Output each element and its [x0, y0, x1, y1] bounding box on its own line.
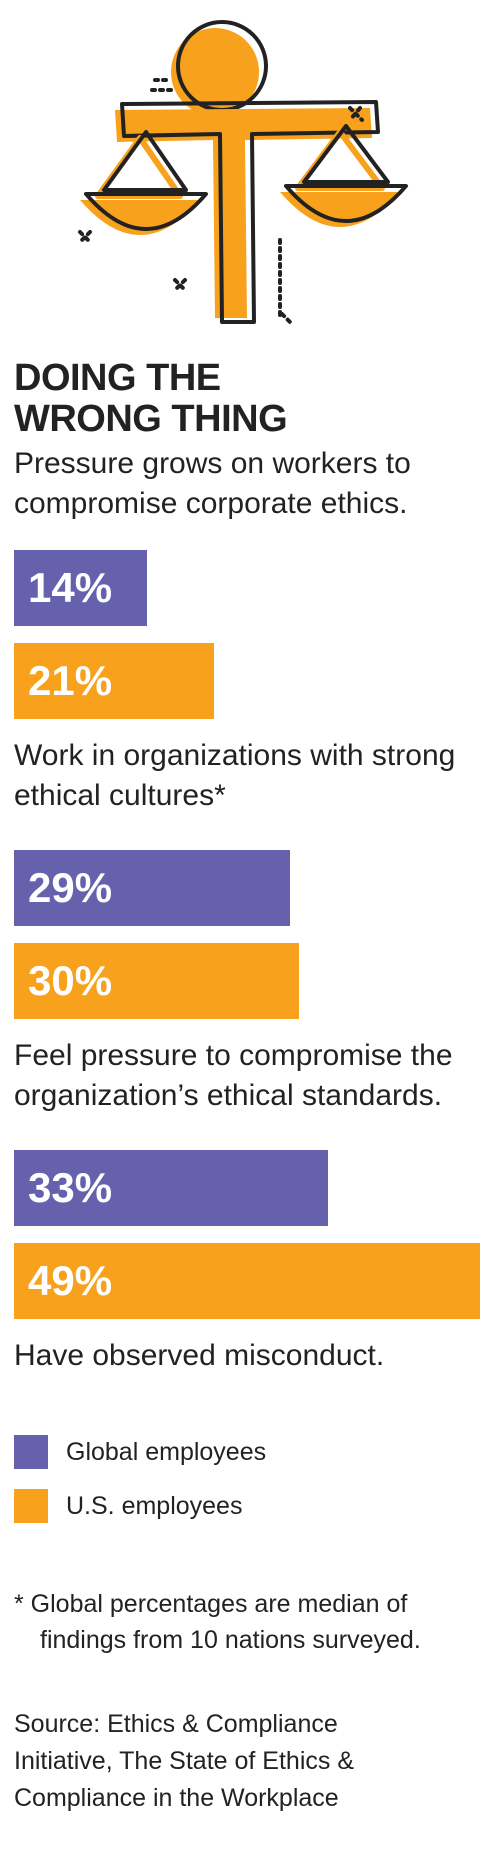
bar-group: 33% 49% Have observed misconduct.	[14, 1150, 480, 1376]
legend-swatch	[14, 1489, 48, 1523]
source: Source: Ethics & Compliance Initiative, …	[14, 1710, 354, 1812]
value-label: 49%	[28, 1257, 113, 1304]
category-label: Have observed misconduct.	[14, 1339, 385, 1372]
legend-label: Global employees	[66, 1437, 267, 1466]
chart-subtitle: Pressure grows on workers to compromise …	[14, 447, 411, 520]
category-label: Feel pressure to compromise the organiza…	[14, 1039, 453, 1112]
bar-group: 29% 30% Feel pressure to compromise the or…	[14, 850, 480, 1116]
illustration	[78, 20, 408, 326]
bar: 49%	[14, 1243, 480, 1319]
bar-groups: 14% 21% Work in organizations with strong …	[14, 550, 480, 1376]
legend-label: U.S. employees	[66, 1491, 243, 1520]
value-label: 33%	[28, 1164, 113, 1211]
value-label: 29%	[28, 864, 113, 911]
bar: 21%	[14, 643, 214, 719]
chart-title: DOING THE WRONG THING	[14, 357, 288, 440]
bar: 29%	[14, 850, 290, 926]
bar: 33%	[14, 1150, 328, 1226]
value-label: 21%	[28, 657, 113, 704]
category-label: Work in organizations with strong ethica…	[14, 739, 456, 812]
legend-entry: Global employees	[14, 1434, 480, 1470]
legend-swatch	[14, 1435, 48, 1469]
bar: 14%	[14, 550, 148, 626]
value-label: 30%	[28, 957, 113, 1004]
footnote: * Global percentages are median of findi…	[14, 1590, 421, 1654]
bar-group: 14% 21% Work in organizations with strong …	[14, 550, 480, 816]
bar: 30%	[14, 943, 300, 1019]
legend-entry: U.S. employees	[14, 1488, 480, 1524]
legend: Global employees U.S. employees	[14, 1434, 480, 1524]
value-label: 14%	[28, 564, 113, 611]
content: DOING THE WRONG THING Pressure grows on …	[0, 358, 494, 1817]
